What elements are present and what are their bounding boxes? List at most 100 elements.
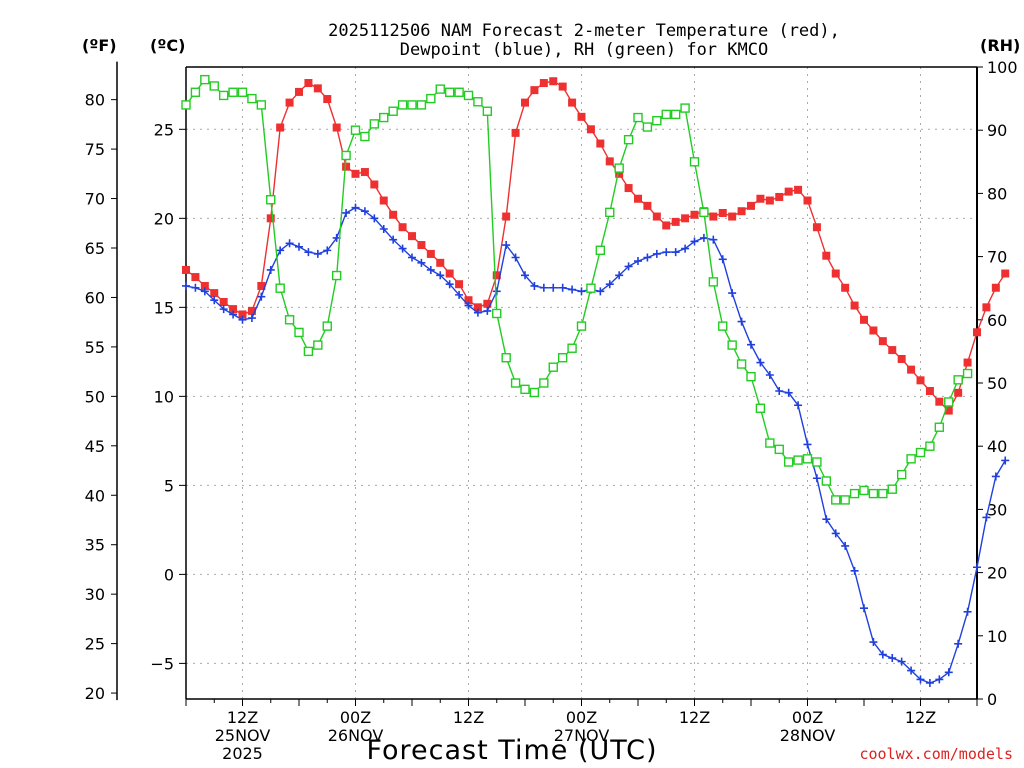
celsius-tick-label: 15 (154, 298, 174, 317)
temperature-point (492, 271, 501, 280)
temperature-point (728, 212, 737, 221)
dewpoint-point (360, 207, 369, 216)
rh-point (200, 74, 210, 85)
fahrenheit-tick-label: 50 (85, 387, 105, 406)
dewpoint-point (737, 317, 746, 326)
dewpoint-point (841, 541, 850, 550)
rh-point (736, 359, 747, 369)
temperature-point (586, 125, 595, 134)
dewpoint-point (379, 225, 388, 234)
temperature-point (247, 306, 256, 315)
dewpoint-point (831, 529, 840, 538)
temperature-point (794, 185, 803, 194)
rh-point (181, 100, 191, 110)
rh-tick-label: 90 (987, 121, 1007, 140)
dewpoint-point (709, 235, 718, 244)
dewpoint-point (671, 248, 680, 257)
rh-point (266, 195, 276, 205)
dewpoint-point (615, 271, 624, 280)
dewpoint-point (539, 283, 548, 292)
temperature-point (624, 184, 633, 193)
rh-series (181, 74, 973, 505)
rh-point (755, 403, 766, 413)
fahrenheit-tick-label: 20 (85, 684, 105, 703)
temperature-point (408, 232, 416, 241)
dewpoint-point (888, 654, 897, 663)
dewpoint-point (398, 244, 407, 253)
credit-link[interactable]: coolwx.com/models (859, 745, 1013, 763)
temperature-point (662, 221, 671, 230)
temperature-point (709, 212, 718, 221)
dewpoint-point (200, 287, 209, 296)
rh-point (633, 112, 643, 123)
dewpoint-point (445, 280, 454, 289)
rh-point (303, 346, 314, 357)
rh-point (426, 93, 436, 104)
rh-point (407, 100, 417, 110)
fahrenheit-tick-label: 25 (85, 635, 105, 654)
temperature-point (671, 217, 680, 226)
dewpoint-point (210, 296, 219, 305)
rh-point (284, 315, 295, 325)
temperature-point (285, 98, 294, 107)
rh-point (896, 469, 907, 480)
time-tick-label: 25NOV (215, 726, 271, 745)
temperature-point (916, 376, 925, 385)
temperature-point (568, 98, 577, 107)
rh-point (454, 87, 464, 97)
time-tick-label: 2025 (222, 744, 263, 763)
rh-unit-label: (RH) (980, 36, 1020, 55)
fahrenheit-tick-label: 45 (85, 437, 105, 456)
rh-point (944, 397, 954, 407)
temperature-point (266, 214, 275, 223)
temperature-point (718, 208, 727, 217)
fahrenheit-tick-label: 70 (85, 190, 105, 209)
dewpoint-point (229, 310, 238, 319)
dewpoint-point (276, 246, 285, 255)
grid-lines (186, 67, 977, 699)
dewpoint-point (784, 388, 793, 397)
temperature-point (652, 212, 661, 221)
dewpoint-point (681, 244, 690, 253)
dewpoint-point (652, 249, 661, 258)
dewpoint-point (295, 242, 303, 251)
temperature-point (295, 87, 303, 96)
dewpoint-point (511, 253, 520, 262)
dewpoint-point (455, 290, 464, 299)
dewpoint-point (982, 513, 991, 522)
temperature-point (860, 315, 868, 324)
temperature-point (342, 162, 351, 171)
temperature-point (426, 249, 435, 258)
rh-point (925, 441, 935, 451)
dewpoint-point (850, 566, 859, 575)
rh-point (614, 163, 624, 173)
temperature-point (897, 354, 906, 363)
temperature-point (351, 169, 360, 178)
temperature-point (219, 297, 228, 306)
temperature-point (765, 196, 774, 205)
dewpoint-point (323, 246, 332, 255)
rh-point (934, 422, 945, 432)
rh-tick-label: 70 (987, 248, 1007, 267)
rh-point (397, 100, 408, 110)
temperature-point (332, 123, 341, 132)
rh-point (482, 106, 493, 116)
rh-tick-label: 50 (987, 374, 1007, 393)
temperature-point (210, 289, 219, 298)
temperature-point (869, 326, 878, 335)
rh-point (727, 340, 737, 350)
dewpoint-point (747, 340, 755, 349)
temperature-point (784, 187, 793, 196)
rh-point (962, 368, 973, 379)
temperature-point (558, 82, 567, 91)
dewpoint-point (247, 314, 256, 323)
dewpoint-point (577, 287, 586, 296)
dewpoint-point (605, 280, 614, 289)
rh-point (831, 495, 841, 505)
dewpoint-series (182, 203, 1010, 687)
temperature-point (925, 387, 934, 396)
rh-point (670, 109, 681, 120)
dewpoint-point (765, 370, 774, 379)
celsius-tick-label: 5 (164, 476, 174, 495)
temperature-point (313, 84, 322, 93)
